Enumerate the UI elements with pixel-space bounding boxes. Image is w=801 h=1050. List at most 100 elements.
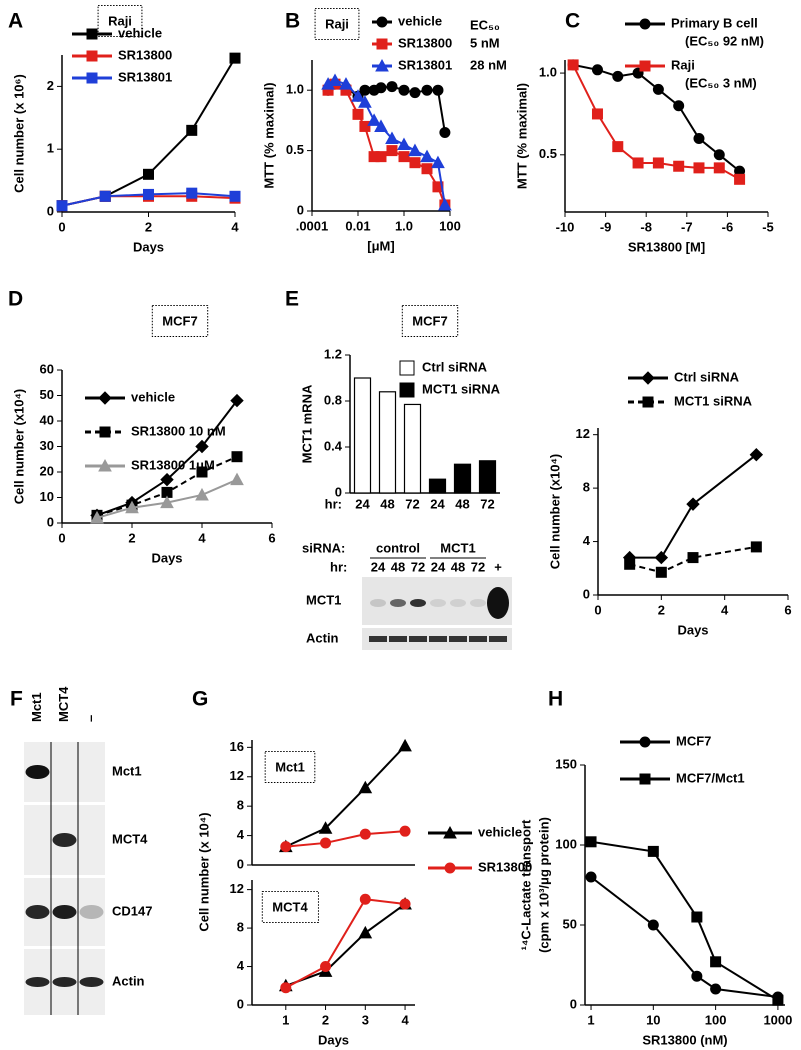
y-axis-label: MTT (% maximal) [514, 83, 529, 189]
x-tick-label: 0.01 [345, 218, 370, 233]
y-axis-label: MCT1 mRNA [299, 384, 314, 463]
data-point [195, 439, 209, 454]
legend-marker [376, 16, 388, 28]
legend-label: SR13800 1μM [131, 457, 215, 472]
x-tick-label: -9 [600, 219, 612, 234]
data-point [160, 472, 174, 487]
y-tick-label: 50 [563, 916, 577, 931]
y-tick-label: 60 [40, 361, 54, 376]
bar [428, 478, 447, 494]
title-box [261, 890, 319, 923]
data-point [420, 149, 434, 163]
y-axis-label: ¹⁴C-Lactate transport [518, 819, 533, 950]
series-line [327, 82, 446, 206]
series-line [590, 876, 779, 998]
x-tick-label: 4 [198, 530, 206, 545]
panel-title: Raji [108, 13, 132, 28]
title-box [264, 750, 316, 783]
data-point [399, 825, 411, 837]
band [52, 977, 77, 987]
legend-label: SR13801 [398, 57, 452, 72]
series-line [590, 840, 779, 1002]
y-tick-label: 40 [40, 412, 54, 427]
band [25, 765, 50, 779]
data-point [409, 87, 421, 99]
data-point [439, 126, 451, 138]
data-point [432, 84, 444, 96]
y-tick-label: 10 [40, 489, 54, 504]
legend-label: vehicle [131, 389, 175, 404]
legend-marker [98, 391, 112, 405]
legend-marker [86, 72, 98, 84]
y-tick-label: 0 [237, 856, 244, 871]
panel-letter: G [192, 688, 208, 711]
band [25, 977, 50, 987]
row-label: Actin [306, 630, 339, 645]
ec50-label: 5 nM [470, 35, 500, 50]
data-point [693, 132, 705, 144]
x-tick-label: -8 [640, 219, 652, 234]
x-tick-label: -7 [681, 219, 693, 234]
x-tick-label: 72 [405, 496, 419, 511]
ec50-label: 28 nM [470, 57, 507, 72]
y-tick-label: 0 [335, 484, 342, 499]
x-tick-label: 24 [355, 496, 370, 511]
data-point [647, 845, 659, 857]
x-axis-label: Days [133, 239, 164, 254]
row-label: Actin [112, 973, 145, 988]
x-tick-label: 4 [401, 1012, 409, 1027]
band [369, 636, 387, 642]
band [389, 636, 407, 642]
legend-label: SR13800 [478, 859, 532, 874]
title-box [97, 4, 143, 37]
data-point [693, 162, 705, 174]
panel-letter: D [8, 288, 23, 311]
series-line [285, 903, 406, 987]
data-point [359, 84, 371, 96]
panel-letter: E [285, 288, 299, 311]
data-point [143, 188, 154, 200]
blot-strip [362, 577, 512, 625]
y-tick-label: 8 [237, 798, 244, 813]
band [487, 587, 509, 619]
data-point [398, 84, 410, 96]
x-tick-label: 0 [594, 602, 601, 617]
data-point [399, 898, 411, 910]
lane-label: 48 [451, 559, 465, 574]
data-point [655, 566, 667, 578]
legend-marker [642, 396, 654, 408]
legend-marker [443, 825, 457, 839]
legend-label: MCF7/Mct1 [676, 770, 745, 785]
band [409, 636, 427, 642]
legend-marker [99, 426, 111, 438]
legend-marker [639, 773, 651, 785]
y-tick-label: 1.2 [324, 346, 342, 361]
data-point [339, 77, 353, 90]
data-point [421, 84, 433, 96]
y-tick-label: 4 [237, 958, 245, 973]
x-tick-label: 1 [587, 1012, 594, 1027]
data-point [359, 893, 371, 905]
legend-label: SR13800 10 nM [131, 423, 226, 438]
data-point [352, 108, 364, 120]
band [370, 599, 386, 607]
title-box [151, 304, 209, 337]
lane-label: MCT4 [56, 686, 71, 722]
y-tick-label: 1 [47, 141, 54, 156]
band [52, 833, 77, 847]
data-point [431, 155, 445, 169]
x-tick-label: 1 [282, 1012, 289, 1027]
y-tick-label: 150 [555, 756, 577, 771]
data-point [409, 157, 421, 169]
series-line [629, 545, 757, 574]
data-point [328, 73, 342, 87]
data-point [231, 451, 243, 463]
data-point [318, 821, 333, 834]
data-point [375, 82, 387, 94]
data-point [772, 994, 784, 1006]
legend-swatch [399, 360, 415, 376]
data-point [280, 841, 292, 853]
row-label: MCT4 [112, 831, 148, 846]
x-tick-label: 2 [128, 530, 135, 545]
data-point [229, 52, 241, 64]
